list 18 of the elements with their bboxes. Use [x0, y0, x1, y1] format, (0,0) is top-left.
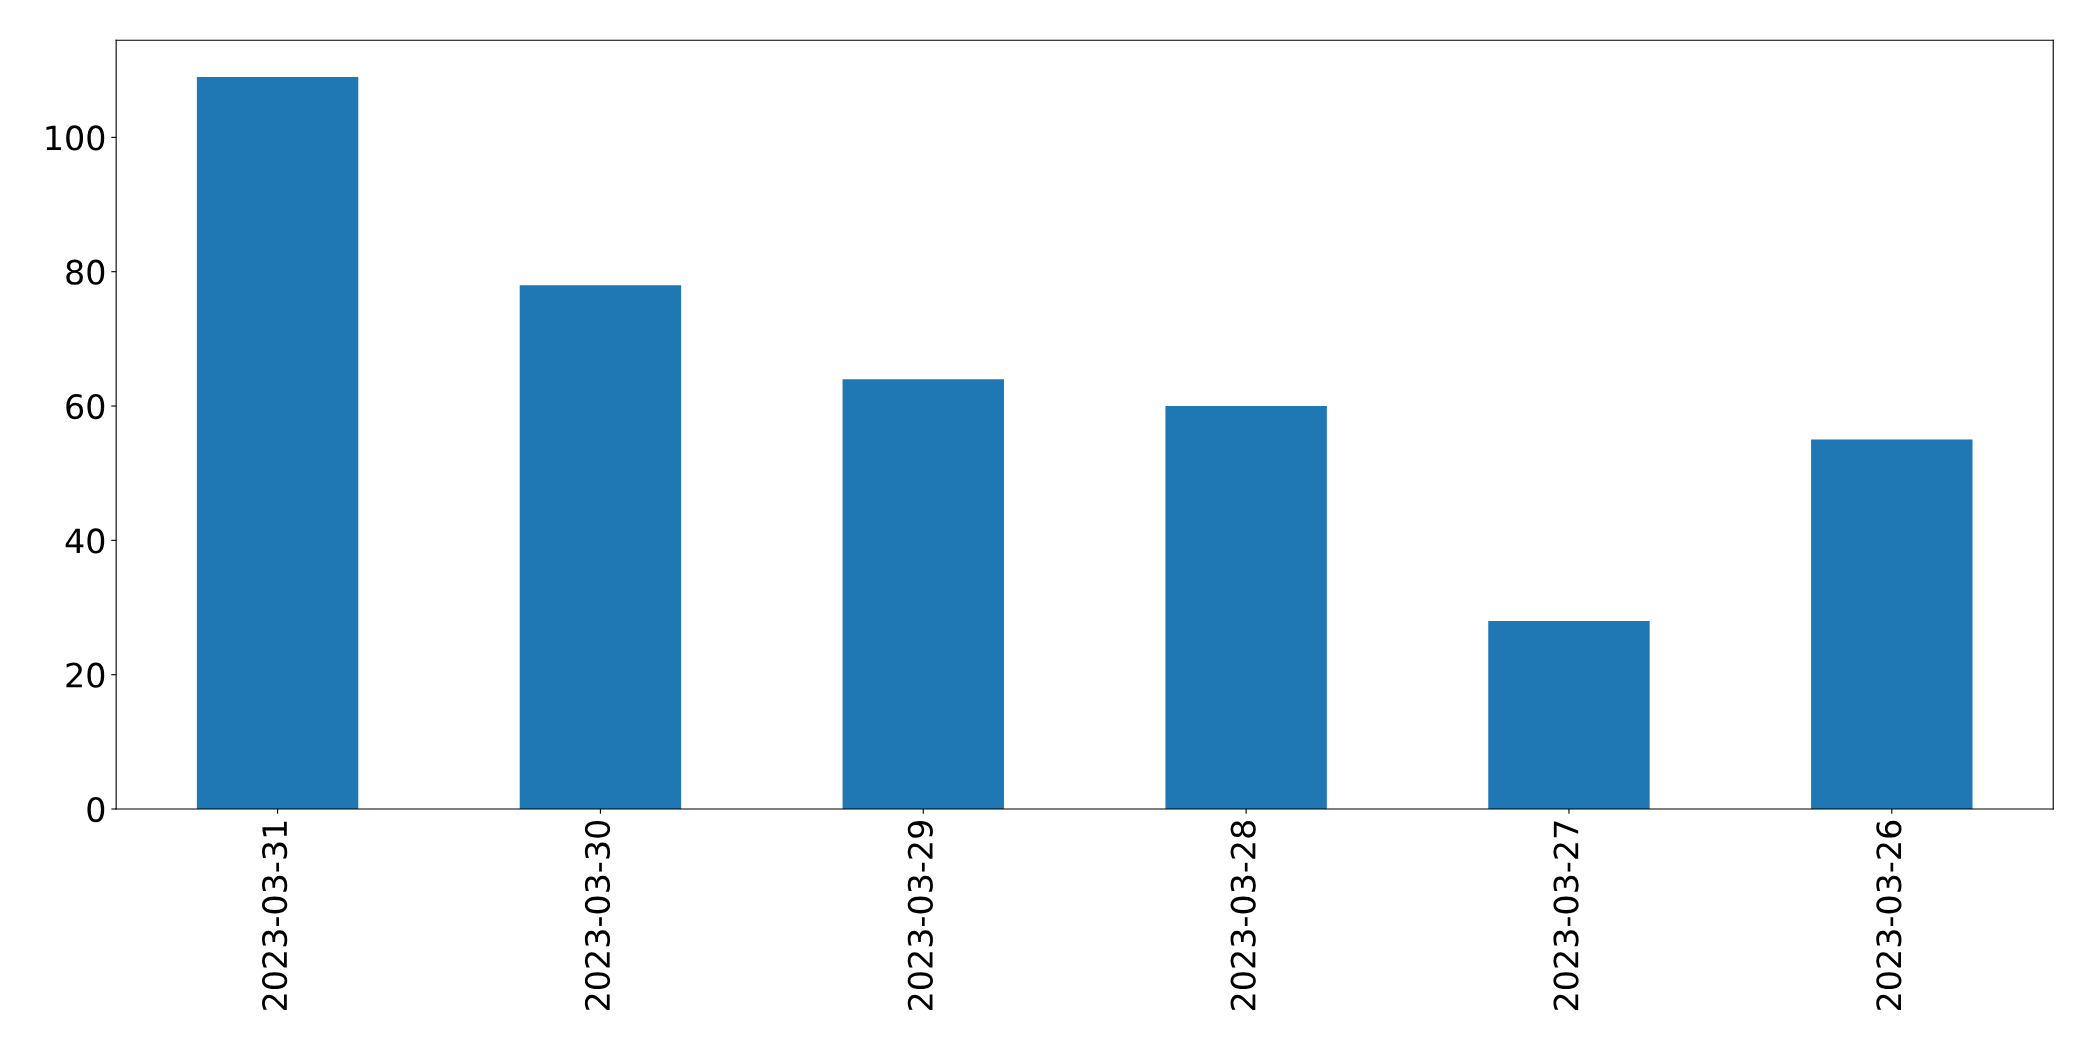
bar: [842, 379, 1004, 810]
x-tick-label: 2023-03-30: [584, 820, 611, 1011]
x-tick-label: 2023-03-29: [907, 821, 933, 1011]
y-tick-label: 100: [46, 125, 105, 151]
bar: [1811, 439, 1973, 810]
y-tick-label: 40: [65, 528, 105, 554]
y-tick-label: 80: [66, 259, 105, 285]
bar: [196, 76, 359, 810]
y-tick-label: 20: [66, 662, 105, 688]
bar: [1165, 406, 1327, 810]
y-tick-label: 60: [66, 393, 105, 420]
x-tick-label: 2023-03-31: [262, 821, 288, 1011]
x-tick-label: 2023-03-26: [1876, 820, 1902, 1011]
x-tick-label: 2023-03-27: [1553, 821, 1579, 1011]
bar: [1488, 620, 1650, 810]
y-tick-label: 0: [87, 796, 105, 823]
bar: [519, 285, 682, 810]
x-tick-label: 2023-03-28: [1230, 821, 1256, 1011]
